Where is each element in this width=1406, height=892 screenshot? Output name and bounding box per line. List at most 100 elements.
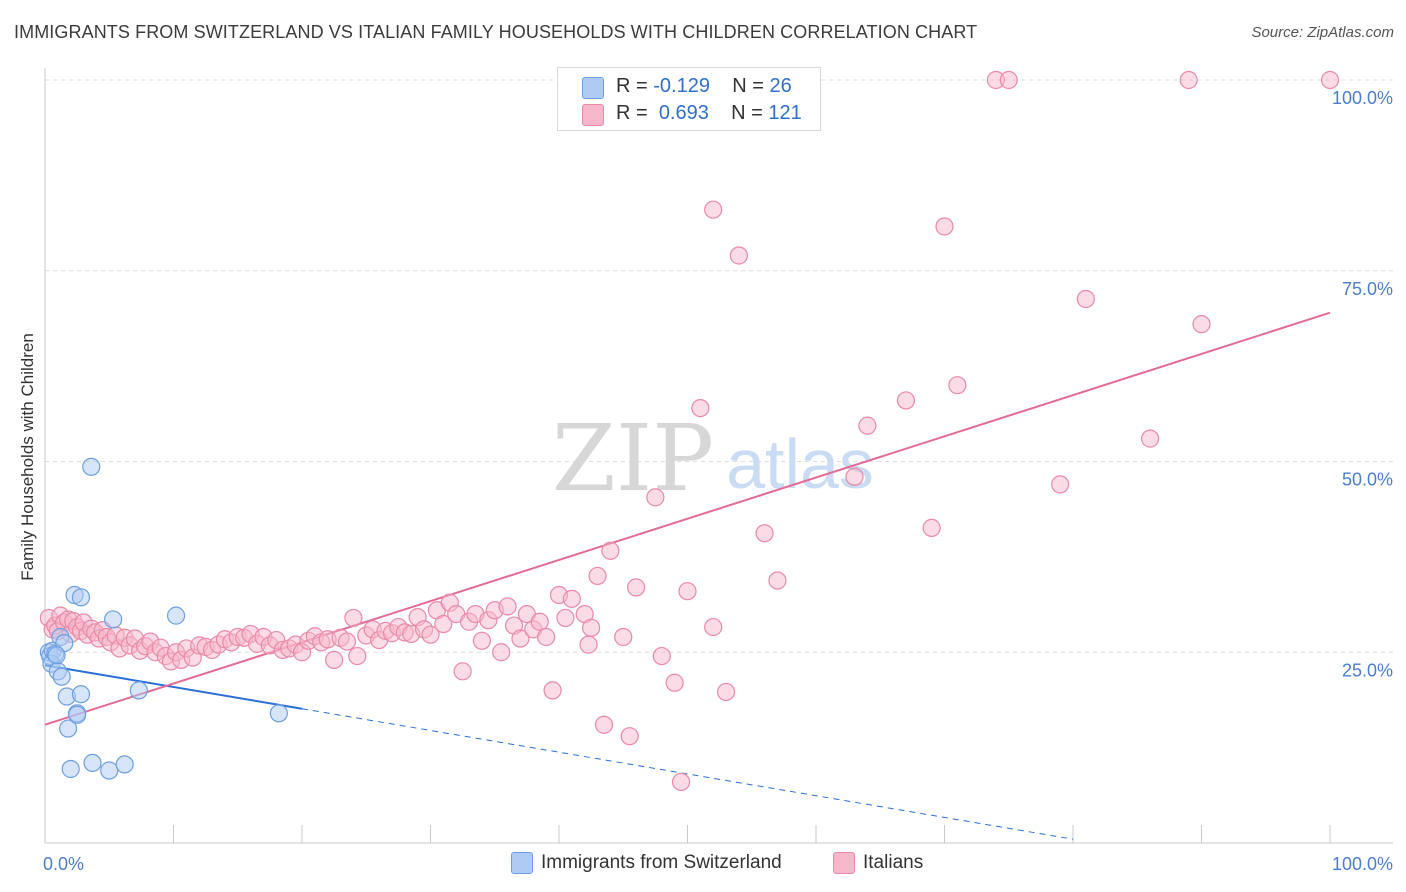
bottom-legend-label: Immigrants from Switzerland <box>541 852 782 873</box>
y-tick-label: 75.0% <box>1342 279 1393 299</box>
point-italians <box>1320 70 1340 90</box>
point-italians <box>704 200 723 219</box>
correlation-legend: R = -0.129 N = 26 R = 0.693 N = 121 <box>557 67 821 131</box>
point-italians <box>579 635 598 654</box>
chart-title: IMMIGRANTS FROM SWITZERLAND VS ITALIAN F… <box>14 22 978 42</box>
point-switzerland <box>115 755 134 774</box>
point-switzerland <box>47 646 66 665</box>
legend-r-label: R = <box>616 102 648 124</box>
watermark-zip: ZIP <box>552 405 714 512</box>
y-tick-label: 50.0% <box>1342 470 1393 490</box>
point-italians <box>729 246 749 265</box>
point-italians <box>704 617 723 637</box>
axis-layer <box>44 68 1393 844</box>
point-italians <box>1179 70 1198 90</box>
point-italians <box>344 608 363 628</box>
point-switzerland <box>68 705 87 724</box>
point-italians <box>511 629 530 648</box>
point-italians <box>421 625 440 644</box>
point-italians <box>601 541 620 560</box>
point-italians <box>858 416 877 435</box>
point-italians <box>556 608 575 628</box>
point-italians <box>620 727 639 746</box>
point-switzerland <box>129 681 148 700</box>
point-italians <box>1140 429 1160 448</box>
y-tick-label: 25.0% <box>1342 660 1393 680</box>
legend-text-switzerland: R = -0.129 N = 26 <box>616 75 792 98</box>
point-italians <box>492 643 511 662</box>
point-switzerland <box>82 457 101 476</box>
tick-label-layer: 25.0% 50.0% 75.0% 100.0% 0.0% 100.0% <box>43 88 1393 874</box>
point-switzerland <box>83 753 102 772</box>
legend-n-label: N = <box>731 102 763 124</box>
point-italians <box>671 772 691 792</box>
point-italians <box>434 614 453 634</box>
watermark-atlas: atlas <box>726 425 874 503</box>
y-axis-label: Family Households with Children <box>18 333 37 581</box>
legend-n-value: 26 <box>769 75 792 97</box>
point-italians <box>948 376 967 395</box>
point-italians <box>530 612 549 631</box>
point-italians <box>614 627 633 647</box>
trend-line-switzerland <box>44 664 303 710</box>
point-italians <box>922 518 941 537</box>
point-switzerland <box>269 704 288 723</box>
legend-n-label: N = <box>732 75 764 97</box>
point-italians <box>665 673 684 692</box>
point-italians <box>646 488 665 507</box>
point-italians <box>1051 475 1070 494</box>
point-switzerland <box>52 667 71 686</box>
point-italians <box>1076 289 1095 309</box>
legend-r-value: 0.693 <box>658 102 709 124</box>
point-italians <box>337 632 357 651</box>
x-tick-label: 100.0% <box>1332 854 1393 874</box>
point-switzerland <box>71 588 91 607</box>
legend-text-italians: R = 0.693 N = 121 <box>616 102 802 125</box>
point-italians <box>1192 315 1211 334</box>
point-switzerland <box>59 719 78 738</box>
x-tick-label: 0.0% <box>43 854 84 874</box>
point-italians <box>453 662 472 681</box>
point-italians <box>845 467 864 486</box>
points-layer <box>39 70 1340 792</box>
point-italians <box>498 597 517 616</box>
legend-r-value: -0.129 <box>653 75 710 97</box>
bottom-legend-label: Italians <box>863 852 924 873</box>
grid-layer <box>45 79 1393 653</box>
trend-layer <box>44 311 1331 840</box>
point-italians <box>755 524 774 543</box>
point-italians <box>537 627 556 647</box>
point-italians <box>678 582 697 601</box>
legend-n-value: 121 <box>768 102 802 124</box>
legend-r-label: R = <box>616 75 648 97</box>
point-italians <box>562 589 581 608</box>
legend-swatch-blue <box>582 77 604 99</box>
point-italians <box>588 566 607 586</box>
bottom-legend-swatch-pink <box>833 852 855 874</box>
point-italians <box>691 398 710 418</box>
point-switzerland <box>104 610 123 629</box>
legend-swatch-pink <box>582 104 604 126</box>
point-italians <box>935 217 954 236</box>
point-italians <box>348 646 367 666</box>
point-italians <box>716 682 736 702</box>
point-switzerland <box>100 761 119 780</box>
point-switzerland <box>166 606 186 625</box>
point-italians <box>626 578 646 597</box>
source-label: Source: ZipAtlas.com <box>1251 24 1394 41</box>
point-italians <box>325 650 344 669</box>
point-italians <box>896 391 916 410</box>
point-italians <box>582 618 601 637</box>
point-switzerland <box>61 759 80 779</box>
point-switzerland <box>71 685 91 704</box>
trend-line-italians <box>44 311 1331 726</box>
trend-line-switzerland-extrapolated <box>301 708 1074 840</box>
bottom-legend-swatch-blue <box>511 852 533 874</box>
y-tick-label: 100.0% <box>1332 88 1393 108</box>
point-italians <box>543 681 562 700</box>
point-italians <box>472 631 491 650</box>
point-italians <box>652 646 671 666</box>
point-italians <box>594 715 614 734</box>
point-italians <box>768 571 787 590</box>
